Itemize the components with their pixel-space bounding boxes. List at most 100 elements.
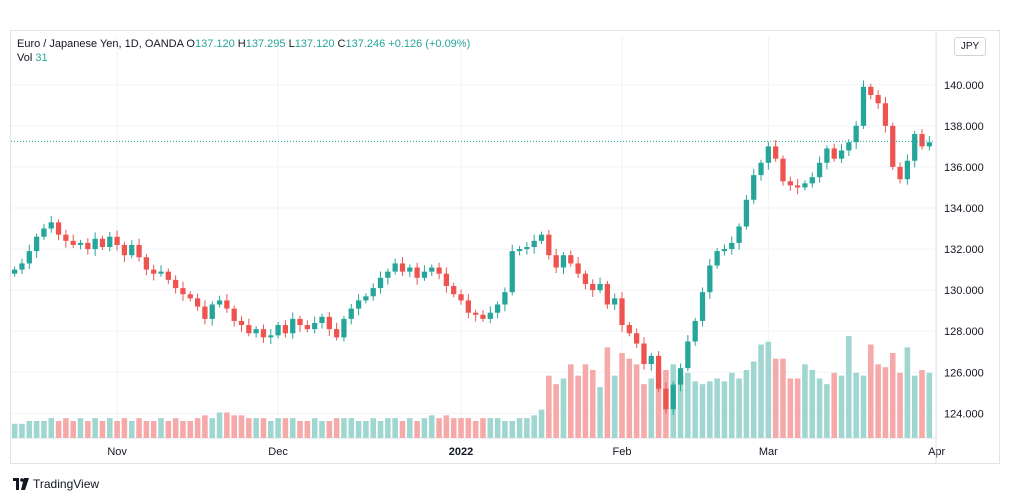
candle-body[interactable] (312, 322, 318, 330)
candle-body[interactable] (246, 325, 252, 334)
candle-body[interactable] (677, 368, 684, 385)
candle-body[interactable] (41, 228, 47, 237)
candle-body[interactable] (831, 148, 837, 159)
candle-body[interactable] (202, 306, 208, 319)
candle-body[interactable] (421, 271, 428, 278)
candle-body[interactable] (55, 222, 62, 235)
candle-body[interactable] (538, 234, 545, 241)
candle-body[interactable] (392, 263, 398, 272)
candle-body[interactable] (282, 325, 289, 334)
candle-body[interactable] (868, 86, 874, 96)
candle-body[interactable] (216, 300, 223, 305)
candle-body[interactable] (875, 95, 881, 104)
candle-body[interactable] (670, 384, 676, 410)
candle-body[interactable] (531, 240, 537, 247)
candle-body[interactable] (414, 267, 420, 278)
candle-body[interactable] (209, 304, 215, 319)
candle-body[interactable] (838, 150, 845, 159)
candle-body[interactable] (707, 265, 713, 293)
candle-body[interactable] (92, 238, 98, 250)
candle-body[interactable] (648, 355, 654, 365)
candle-body[interactable] (824, 148, 830, 163)
candle-body[interactable] (773, 146, 779, 159)
candle-body[interactable] (363, 296, 369, 301)
candle-body[interactable] (451, 286, 457, 295)
candle-body[interactable] (114, 236, 120, 245)
candle-body[interactable] (502, 292, 508, 305)
candle-body[interactable] (480, 314, 486, 319)
symbol-title[interactable]: Euro / Japanese Yen, 1D, OANDA (17, 38, 184, 50)
candle-body[interactable] (63, 234, 69, 241)
candle-body[interactable] (319, 316, 325, 323)
candle-body[interactable] (238, 320, 245, 326)
candle-body[interactable] (407, 267, 413, 272)
candle-body[interactable] (590, 283, 596, 291)
candle-body[interactable] (619, 298, 625, 326)
candle-body[interactable] (333, 329, 340, 338)
candle-body[interactable] (355, 300, 362, 309)
candle-body[interactable] (143, 257, 150, 270)
candle-body[interactable] (151, 269, 157, 274)
candle-body[interactable] (765, 146, 771, 163)
candle-body[interactable] (553, 255, 559, 268)
candle-body[interactable] (70, 240, 76, 245)
candle-body[interactable] (399, 263, 406, 272)
candle-body[interactable] (187, 294, 193, 299)
candle-body[interactable] (912, 134, 918, 161)
tradingview-brand[interactable]: TradingView (13, 476, 99, 492)
candle-body[interactable] (136, 244, 142, 258)
candle-body[interactable] (729, 242, 735, 250)
candle-body[interactable] (99, 238, 106, 247)
candle-body[interactable] (509, 251, 515, 293)
candle-body[interactable] (692, 320, 698, 342)
candle-body[interactable] (12, 269, 18, 274)
candle-body[interactable] (158, 271, 164, 274)
candle-body[interactable] (853, 125, 859, 143)
candle-body[interactable] (780, 158, 786, 182)
candle-body[interactable] (107, 236, 113, 247)
candle-body[interactable] (736, 226, 742, 243)
candle-body[interactable] (546, 234, 552, 256)
candle-body[interactable] (326, 316, 332, 330)
candle-body[interactable] (575, 263, 581, 274)
candle-body[interactable] (443, 273, 450, 287)
candle-body[interactable] (882, 103, 889, 126)
candle-body[interactable] (582, 273, 589, 284)
candle-body[interactable] (494, 304, 501, 313)
candle-body[interactable] (802, 183, 808, 188)
candle-body[interactable] (465, 300, 471, 313)
candle-body[interactable] (612, 298, 618, 305)
candle-body[interactable] (436, 267, 442, 274)
candle-body[interactable] (173, 279, 179, 289)
candle-body[interactable] (194, 298, 201, 307)
candle-body[interactable] (714, 251, 720, 266)
candle-body[interactable] (253, 329, 259, 334)
candle-body[interactable] (165, 271, 171, 280)
candle-body[interactable] (721, 249, 728, 252)
candle-body[interactable] (568, 255, 574, 264)
candle-body[interactable] (129, 244, 135, 256)
candle-body[interactable] (268, 335, 274, 338)
candle-body[interactable] (231, 308, 237, 321)
candle-body[interactable] (275, 325, 281, 336)
candle-body[interactable] (787, 181, 793, 186)
candle-body[interactable] (904, 160, 911, 180)
candle-body[interactable] (377, 277, 384, 289)
candle-body[interactable] (919, 134, 925, 147)
candle-body[interactable] (860, 86, 867, 126)
candle-body[interactable] (297, 318, 303, 326)
candle-body[interactable] (48, 222, 54, 229)
candle-body[interactable] (77, 242, 84, 245)
candle-body[interactable] (26, 251, 32, 264)
candle-body[interactable] (816, 162, 823, 178)
candle-body[interactable] (85, 242, 91, 250)
candle-body[interactable] (685, 341, 691, 369)
candle-body[interactable] (33, 236, 40, 252)
candle-body[interactable] (19, 263, 25, 270)
candle-body[interactable] (224, 300, 230, 309)
candle-body[interactable] (663, 388, 669, 410)
candle-body[interactable] (699, 292, 706, 321)
currency-button[interactable]: JPY (954, 37, 986, 56)
candle-body[interactable] (290, 318, 296, 334)
candle-body[interactable] (429, 267, 435, 272)
